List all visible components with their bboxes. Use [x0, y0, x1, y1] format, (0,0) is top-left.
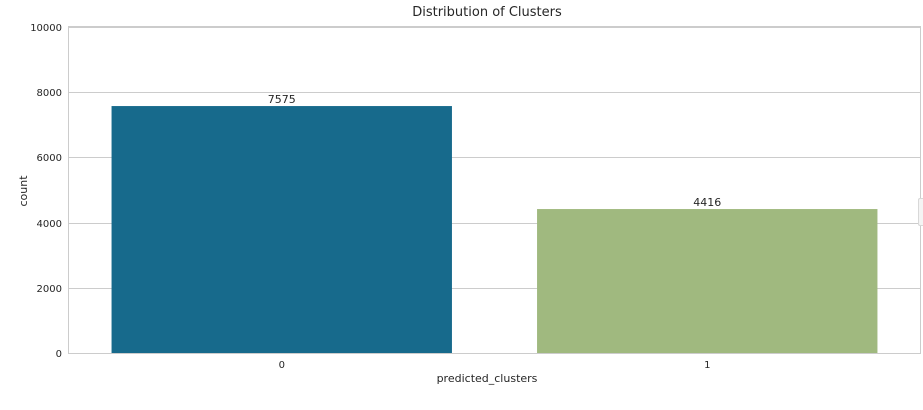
- data-labels: 7575 4416: [268, 93, 722, 209]
- y-tick-label: 8000: [37, 88, 62, 99]
- y-tick-label: 6000: [37, 153, 62, 164]
- bar-value-label: 7575: [268, 93, 296, 106]
- sidebar-collapse-handle[interactable]: [918, 198, 923, 226]
- y-tick-label: 10000: [30, 23, 62, 34]
- y-tick-label: 2000: [37, 284, 62, 295]
- x-tick-label: 1: [704, 360, 710, 371]
- bar-cluster-0: [111, 106, 452, 354]
- y-tick-label: 0: [56, 349, 62, 360]
- chart-title: Distribution of Clusters: [412, 5, 562, 20]
- x-axis-label: predicted_clusters: [437, 372, 538, 385]
- y-axis-label: count: [17, 175, 30, 207]
- plot-area: [68, 26, 921, 354]
- bar-cluster-1: [537, 209, 878, 353]
- x-tick-label: 0: [279, 360, 285, 371]
- y-tick-label: 4000: [37, 219, 62, 230]
- bars: [111, 106, 878, 354]
- bar-value-label: 4416: [693, 196, 721, 209]
- y-axis-ticks: 0 2000 4000 6000 8000 10000: [30, 23, 62, 360]
